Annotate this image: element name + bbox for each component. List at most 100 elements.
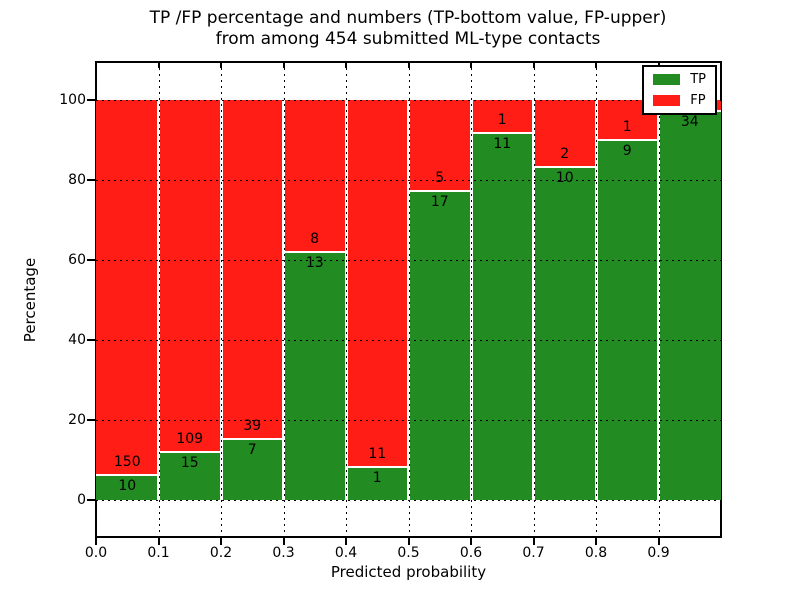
v-gridline bbox=[408, 62, 410, 537]
x-tick-mark-top bbox=[470, 62, 472, 68]
x-tick-label: 0.5 bbox=[397, 545, 420, 561]
x-tick-label: 0.4 bbox=[334, 545, 358, 561]
tp-count-label: 34 bbox=[680, 114, 699, 131]
h-gridline bbox=[96, 180, 721, 181]
x-axis-label: Predicted probability bbox=[330, 563, 487, 581]
fp-count-label: 150 bbox=[113, 454, 141, 470]
x-tick-label: 0.6 bbox=[459, 545, 483, 561]
x-tick-label: 0.3 bbox=[272, 545, 295, 561]
v-gridline bbox=[596, 62, 597, 537]
x-tick-mark bbox=[157, 538, 160, 545]
y-tick-label: 100 bbox=[59, 92, 86, 108]
x-tick-mark bbox=[657, 538, 660, 545]
x-tick-label: 0.7 bbox=[522, 545, 545, 561]
x-tick-mark bbox=[345, 538, 347, 545]
x-tick-label: 0.1 bbox=[147, 545, 170, 561]
tp-count-label: 11 bbox=[493, 136, 512, 153]
fp-segment bbox=[158, 100, 221, 452]
x-tick-mark-top bbox=[345, 62, 347, 68]
v-gridline bbox=[658, 62, 660, 537]
stacked-bar-0.2-0.3 bbox=[221, 100, 284, 500]
v-gridline bbox=[283, 62, 285, 537]
tp-segment bbox=[408, 190, 471, 500]
plot-area: 0 20 40 60 80 100 0.0 0.1 0.2 0.3 0.4 0.5 0.6 0.7 0.8 0… bbox=[59, 61, 722, 561]
tp-segment bbox=[596, 140, 659, 500]
h-gridline bbox=[96, 100, 721, 101]
fp-count-label: 8 bbox=[310, 231, 320, 248]
x-tick-label: 0.9 bbox=[647, 545, 670, 561]
stacked-bar-0.7-0.8 bbox=[533, 100, 596, 500]
v-gridline bbox=[158, 62, 160, 537]
fp-count-label: 11 bbox=[368, 445, 387, 462]
tp-color-swatch bbox=[653, 74, 681, 85]
bar-edge bbox=[596, 139, 659, 141]
v-gridline bbox=[346, 62, 347, 537]
bar-edge bbox=[471, 132, 534, 135]
legend-entry-tp: TP bbox=[653, 73, 706, 86]
tp-count-label: 15 bbox=[180, 454, 199, 471]
fp-count-label: 109 bbox=[176, 430, 204, 447]
fp-count-label: 1 bbox=[622, 119, 632, 135]
tp-segment bbox=[658, 111, 721, 500]
v-gridline bbox=[221, 62, 222, 537]
legend-label-fp: FP bbox=[690, 93, 706, 108]
y-tick-label: 80 bbox=[68, 172, 86, 188]
x-tick-mark-top bbox=[282, 62, 285, 68]
x-tick-mark bbox=[282, 538, 285, 545]
x-tick-label: 0.2 bbox=[209, 545, 233, 561]
legend-entry-fp: FP bbox=[653, 94, 706, 107]
tp-count-label: 1 bbox=[372, 469, 382, 486]
bar-edge bbox=[158, 450, 221, 453]
bar-edge bbox=[346, 465, 409, 468]
chart-title-block: TP /FP percentage and numbers (TP-bottom… bbox=[88, 8, 728, 50]
tp-count-label: 13 bbox=[305, 255, 324, 272]
bar-edge bbox=[96, 474, 159, 476]
h-gridline bbox=[96, 500, 721, 501]
x-tick-mark-top bbox=[595, 62, 597, 68]
tp-count-label: 7 bbox=[247, 442, 257, 459]
fp-segment bbox=[408, 100, 471, 191]
fp-segment bbox=[533, 100, 596, 167]
x-tick-mark bbox=[532, 538, 535, 545]
stacked-bar-0.5-0.6 bbox=[408, 100, 471, 500]
y-tick-mark bbox=[87, 99, 95, 101]
y-tick-label: 20 bbox=[68, 412, 86, 428]
x-tick-mark-top bbox=[157, 62, 160, 68]
tp-segment bbox=[221, 439, 284, 500]
stacked-bar-0.6-0.7 bbox=[471, 100, 534, 500]
x-tick-mark bbox=[95, 538, 97, 545]
fp-segment bbox=[471, 100, 534, 134]
chart-subtitle: from among 454 submitted ML-type contact… bbox=[215, 29, 601, 49]
bar-edge bbox=[533, 165, 596, 168]
fp-count-label: 2 bbox=[560, 145, 570, 162]
stacked-bar-0.9-1.0 bbox=[658, 100, 721, 500]
y-tick-mark bbox=[87, 499, 95, 501]
x-tick-label: 0.0 bbox=[84, 545, 108, 561]
x-tick-mark bbox=[220, 538, 222, 545]
y-tick-label: 60 bbox=[68, 252, 86, 268]
fp-segment bbox=[96, 100, 159, 475]
h-gridline bbox=[96, 260, 721, 261]
stacked-bar-0.3-0.4 bbox=[283, 100, 346, 500]
tp-segment bbox=[283, 252, 346, 500]
x-tick-mark bbox=[470, 538, 472, 545]
stacked-bar-0.8-0.9 bbox=[596, 100, 659, 500]
tp-count-label: 10 bbox=[118, 478, 137, 494]
y-tick-mark bbox=[87, 339, 95, 341]
stacked-bar-0.4-0.5 bbox=[346, 100, 409, 500]
y-axis-label: Percentage bbox=[21, 257, 39, 343]
fp-count-label: 5 bbox=[435, 169, 445, 186]
fp-segment bbox=[346, 100, 409, 467]
tp-segment bbox=[158, 451, 221, 500]
bar-edge bbox=[221, 438, 284, 441]
y-tick-label: 40 bbox=[68, 332, 86, 348]
x-tick-label: 0.8 bbox=[584, 545, 608, 561]
fp-color-swatch bbox=[653, 95, 681, 106]
bar-edge bbox=[283, 251, 346, 254]
y-tick-mark bbox=[87, 259, 95, 261]
y-tick-label: 0 bbox=[77, 492, 86, 508]
fp-segment bbox=[283, 100, 346, 253]
h-gridline bbox=[96, 420, 721, 421]
tp-count-label: 9 bbox=[622, 143, 632, 159]
